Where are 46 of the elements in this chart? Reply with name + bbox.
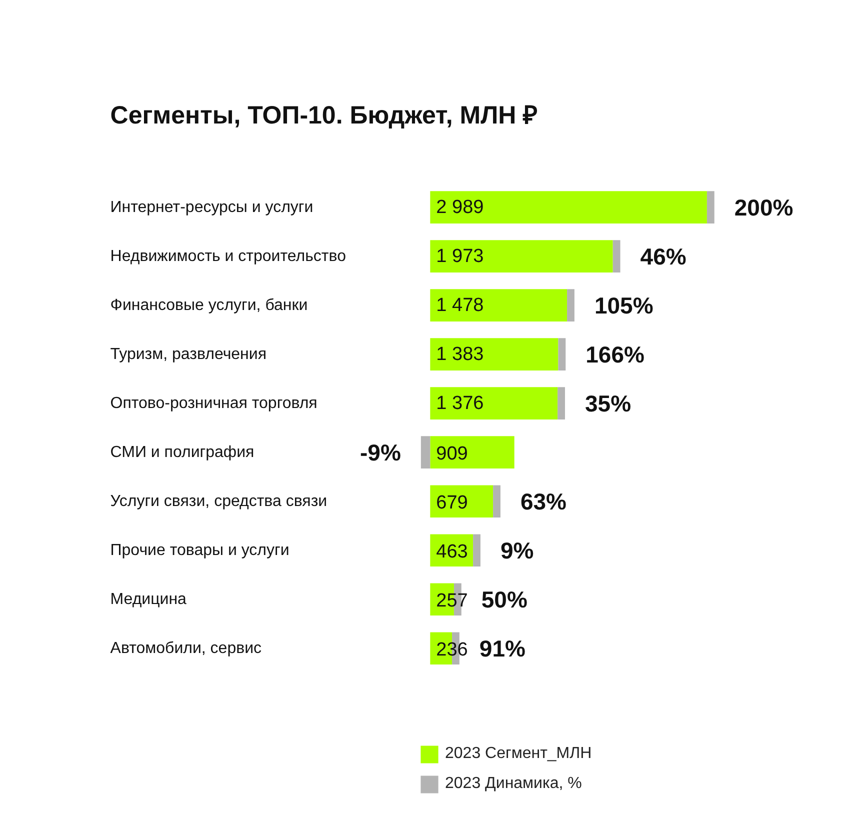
bar — [430, 387, 558, 420]
y-tick-label: Автомобили, сервис — [110, 640, 262, 657]
bar — [430, 289, 568, 322]
annotation: 63% — [520, 488, 566, 514]
bar — [612, 240, 620, 272]
bar — [473, 534, 480, 567]
bar — [430, 485, 494, 518]
annotation: -9% — [360, 439, 401, 466]
data-label: 909 — [436, 443, 468, 464]
y-tick-label: Оптово-розничная торговля — [110, 394, 318, 412]
data-label: 463 — [436, 541, 468, 562]
y-tick-label: Финансовые услуги, банки — [110, 296, 308, 314]
chart-title: Сегменты, ТОП-10. Бюджет, МЛН ₽ — [110, 102, 538, 130]
y-tick-label: Интернет-ресурсы и услуги — [110, 198, 314, 216]
legend-label: 2023 Сегмент_МЛН — [445, 745, 592, 763]
data-label: 1 376 — [436, 392, 484, 414]
data-label: 679 — [436, 492, 468, 514]
bar — [558, 387, 565, 420]
annotation: 200% — [734, 194, 794, 220]
bar — [430, 240, 613, 272]
bar — [420, 436, 430, 469]
bar — [430, 191, 707, 224]
y-tick-label: Недвижимость и строительство — [110, 248, 346, 265]
bar — [493, 485, 500, 518]
data-label: 1 478 — [436, 294, 484, 316]
annotation: 50% — [481, 586, 528, 612]
y-tick-label: СМИ и полиграфия — [110, 444, 254, 461]
y-tick-label: Услуги связи, средства связи — [110, 492, 328, 510]
data-label: 1 973 — [436, 246, 484, 267]
annotation: 91% — [479, 635, 526, 662]
data-label: 1 383 — [436, 344, 484, 365]
annotation: 35% — [584, 390, 632, 416]
annotation: 9% — [500, 537, 534, 564]
y-tick-label: Медицина — [110, 590, 187, 608]
annotation: 105% — [594, 292, 654, 318]
bar — [430, 338, 558, 371]
bar — [567, 289, 574, 322]
bar — [430, 436, 514, 469]
data-label: 2 989 — [436, 196, 484, 218]
annotation: 166% — [586, 341, 644, 368]
y-tick-label: Прочие товары и услуги — [110, 542, 290, 559]
y-tick-label: Туризм, развлечения — [110, 346, 266, 363]
bar — [706, 191, 714, 224]
legend-label: 2023 Динамика, % — [445, 775, 582, 793]
bar — [558, 338, 566, 371]
annotation: 46% — [640, 243, 686, 270]
